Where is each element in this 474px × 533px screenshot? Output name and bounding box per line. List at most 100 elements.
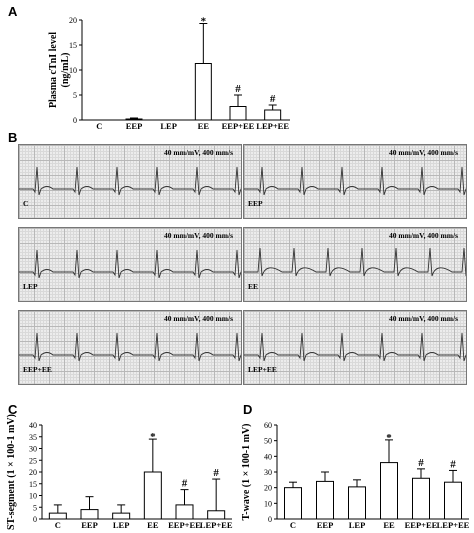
category-label: C [55, 520, 61, 530]
y-tick-label: 15 [69, 41, 77, 50]
ecg-waveform [244, 247, 466, 277]
bar [316, 480, 334, 520]
y-tick-label: 20 [69, 16, 77, 25]
bar [125, 118, 143, 121]
ecg-speed-label: 40 mm/mV, 400 mm/s [388, 231, 458, 240]
y-tick-label: 5 [73, 91, 77, 100]
ecg-trace-5: 40 mm/mV, 400 mm/s EEP+EE [18, 310, 242, 385]
ecg-trace-3: 40 mm/mV, 400 mm/s LEP [18, 227, 242, 302]
ecg-path [244, 166, 466, 196]
ecg-speed-label: 40 mm/mV, 400 mm/s [163, 314, 233, 323]
bar [207, 510, 226, 520]
bar [380, 462, 398, 520]
category-label: C [290, 520, 296, 530]
category-label: EEP [317, 520, 334, 530]
ecg-waveform [244, 166, 466, 196]
chart-c-st-segment: 0 5 10 15 20 25 30 35 40 ST-segment (1 × 100-1 mV… [6, 414, 233, 530]
y-tick-label: 60 [264, 421, 272, 430]
significance-mark: # [450, 458, 456, 470]
y-tick-label: 10 [69, 66, 77, 75]
y-axis-label-line: Plasma cTnI level [48, 32, 59, 108]
significance-mark: # [182, 478, 188, 490]
category-label: EE [198, 121, 210, 131]
significance-mark: # [235, 83, 241, 95]
y-tick-label: 20 [264, 484, 272, 493]
ecg-group-label: EEP [248, 199, 263, 208]
y-tick-label: 30 [29, 445, 37, 454]
category-label: LEP+EE [256, 121, 289, 131]
category-label: LEP [160, 121, 177, 131]
bar [348, 486, 366, 520]
ecg-waveform [244, 332, 466, 362]
ecg-waveform [19, 166, 241, 196]
bar [284, 487, 302, 520]
ecg-speed-label: 40 mm/mV, 400 mm/s [163, 231, 233, 240]
y-tick-label: 15 [29, 480, 37, 489]
y-tick-label: 20 [29, 468, 37, 477]
ecg-group-label: C [23, 199, 29, 208]
y-tick-label: 30 [264, 468, 272, 477]
y-tick-label: 40 [264, 452, 272, 461]
y-tick-label: 10 [29, 492, 37, 501]
significance-mark: * [386, 432, 392, 444]
ecg-speed-label: 40 mm/mV, 400 mm/s [163, 148, 233, 157]
ecg-group-label: EE [248, 282, 259, 291]
y-tick-label: 35 [29, 433, 37, 442]
category-label: LEP [113, 520, 130, 530]
bar [175, 504, 194, 520]
category-label: EEP [126, 121, 143, 131]
category-label: EEP+EE [405, 520, 438, 530]
category-label: EEP+EE [168, 520, 201, 530]
panel-letter-c: C [8, 402, 18, 417]
y-tick-label: 10 [264, 499, 272, 508]
significance-mark: * [201, 16, 207, 28]
category-label: LEP+EE [200, 520, 233, 530]
category-label: LEP+EE [437, 520, 470, 530]
ecg-trace-2: 40 mm/mV, 400 mm/s EEP [243, 144, 467, 219]
bar [143, 471, 162, 520]
y-axis-label: ST-segment (1 × 100-1 mV) [6, 414, 17, 530]
bar [194, 63, 212, 121]
ecg-group-label: LEP+EE [248, 365, 277, 374]
bar [264, 109, 282, 121]
bar [48, 512, 67, 520]
ecg-path [19, 332, 241, 362]
category-label: EE [147, 520, 159, 530]
ecg-path [19, 166, 241, 196]
y-tick-label: 5 [33, 503, 37, 512]
significance-mark: # [270, 93, 276, 105]
category-label: EEP [81, 520, 98, 530]
ecg-path [244, 332, 466, 362]
category-label: LEP [349, 520, 366, 530]
bar [444, 481, 462, 520]
ecg-speed-label: 40 mm/mV, 400 mm/s [388, 314, 458, 323]
y-axis-label-line: (ng/mL) [60, 53, 71, 88]
ecg-trace-1: 40 mm/mV, 400 mm/s C [18, 144, 242, 219]
ecg-trace-6: 40 mm/mV, 400 mm/s LEP+EE [243, 310, 467, 385]
ecg-path [19, 249, 241, 279]
chart-a-cTnI: 0 5 10 15 20 Plasma cTnI level (ng/mL) C EEP LEP *… [48, 16, 290, 131]
y-tick-label: 0 [33, 515, 37, 524]
significance-mark: * [150, 431, 156, 443]
category-label: C [96, 121, 102, 131]
panel-letter-d: D [243, 402, 253, 417]
bar [412, 477, 430, 520]
ecg-speed-label: 40 mm/mV, 400 mm/s [388, 148, 458, 157]
significance-mark: # [418, 457, 424, 469]
panel-letter-b: B [8, 130, 18, 145]
bar [112, 512, 131, 520]
panel-letter-a: A [8, 4, 18, 19]
significance-mark: # [213, 467, 219, 479]
chart-d-t-wave: 0 10 20 30 40 50 60 T-wave (1 × 100-1 mV) C EEP LE… [241, 421, 470, 530]
ecg-waveform [19, 332, 241, 362]
ecg-waveform [19, 249, 241, 279]
y-axis-label: T-wave (1 × 100-1 mV) [241, 424, 252, 521]
y-tick-label: 40 [29, 421, 37, 430]
y-tick-label: 0 [268, 515, 272, 524]
ecg-group-label: EEP+EE [23, 365, 52, 374]
y-tick-label: 50 [264, 437, 272, 446]
y-tick-label: 0 [73, 116, 77, 125]
ecg-group-label: LEP [23, 282, 38, 291]
ecg-path [244, 247, 466, 277]
category-label: EE [383, 520, 395, 530]
